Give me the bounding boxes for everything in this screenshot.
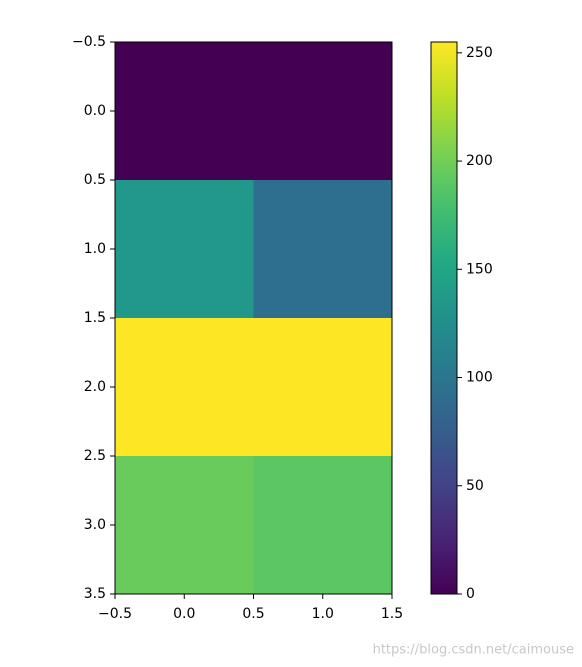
heatmap-cell <box>253 42 392 180</box>
y-tick-label: 0.5 <box>84 172 106 188</box>
heatmap-cell <box>253 318 392 456</box>
x-tick-label: 0.5 <box>242 606 264 622</box>
y-tick-label: 0.0 <box>84 103 106 119</box>
colorbar-tick-label: 150 <box>466 261 493 277</box>
colorbar <box>430 41 458 595</box>
heatmap-cell <box>115 456 254 594</box>
x-tick-label: 0.0 <box>173 606 195 622</box>
heatmap-cell <box>115 42 254 180</box>
y-tick-label: 1.0 <box>84 241 106 257</box>
y-tick-label: 3.5 <box>84 586 106 602</box>
x-tick-label: 1.5 <box>381 606 403 622</box>
colorbar-tick-label: 250 <box>466 45 493 61</box>
heatmap-cell <box>253 180 392 318</box>
y-tick-label: 3.0 <box>84 517 106 533</box>
x-tick-label: −0.5 <box>98 606 132 622</box>
heatmap-cell <box>115 318 254 456</box>
colorbar-tick-label: 100 <box>466 370 493 386</box>
colorbar-tick-label: 200 <box>466 153 493 169</box>
colorbar-tick-label: 0 <box>466 586 475 602</box>
watermark: https://blog.csdn.net/caimouse <box>373 643 574 658</box>
heatmap-cell <box>253 456 392 594</box>
x-tick-label: 1.0 <box>312 606 334 622</box>
y-tick-label: 1.5 <box>84 310 106 326</box>
y-tick-label: 2.0 <box>84 379 106 395</box>
y-tick-label: −0.5 <box>72 34 106 50</box>
colorbar-tick-label: 50 <box>466 478 484 494</box>
y-tick-label: 2.5 <box>84 448 106 464</box>
heatmap-cell <box>115 180 254 318</box>
